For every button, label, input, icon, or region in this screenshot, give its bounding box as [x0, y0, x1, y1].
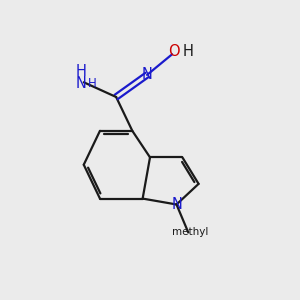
- Text: H: H: [75, 64, 86, 80]
- Text: O: O: [168, 44, 179, 59]
- Text: N: N: [142, 68, 152, 82]
- Text: N: N: [75, 76, 86, 91]
- Text: H: H: [183, 44, 194, 59]
- Text: H: H: [88, 77, 96, 90]
- Text: methyl: methyl: [172, 227, 208, 237]
- Text: N: N: [172, 197, 182, 212]
